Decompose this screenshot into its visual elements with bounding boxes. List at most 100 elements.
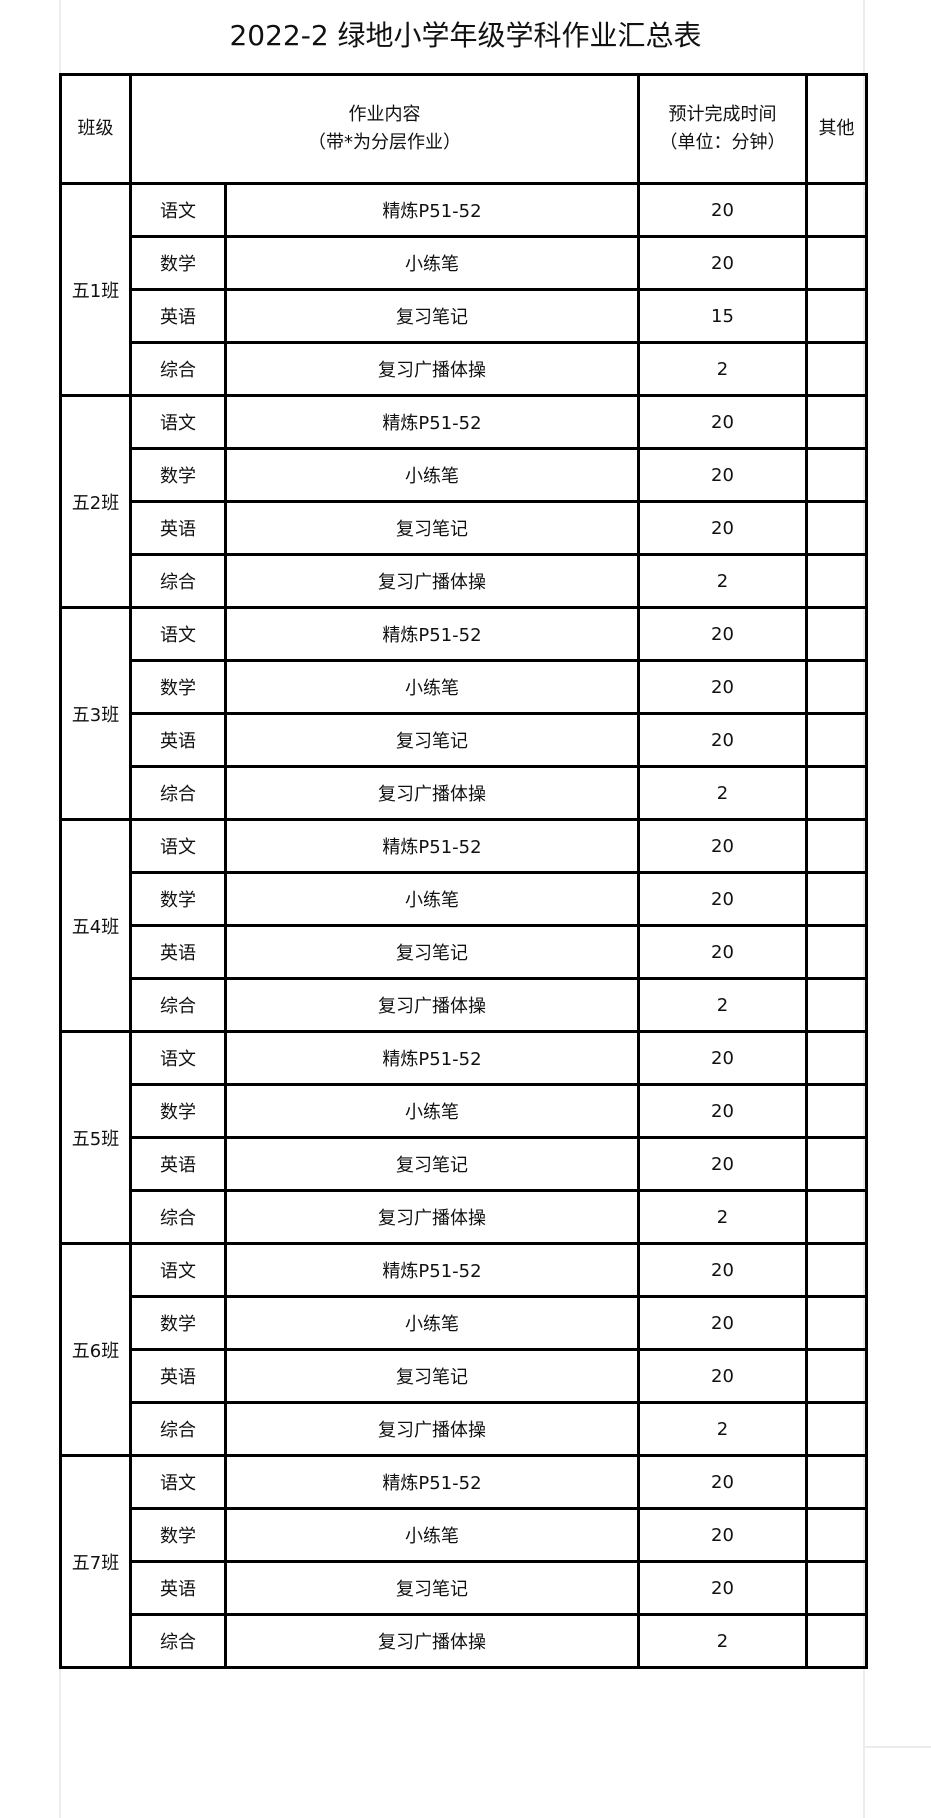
other-cell xyxy=(805,871,868,927)
subject-cell: 综合 xyxy=(129,1401,227,1457)
task-cell: 精炼P51-52 xyxy=(224,182,640,238)
task-cell: 复习广播体操 xyxy=(224,553,640,609)
other-cell xyxy=(805,1401,868,1457)
class-name: 五4班 xyxy=(59,818,132,1033)
subject-cell: 综合 xyxy=(129,765,227,821)
table-header-row: 班级 作业内容 （带*为分层作业） 预计完成时间 （单位：分钟） 其他 xyxy=(59,73,868,185)
header-content: 作业内容 （带*为分层作业） xyxy=(129,73,640,185)
task-cell: 小练笔 xyxy=(224,659,640,715)
other-cell xyxy=(805,500,868,556)
table-row: 数学 小练笔 20 xyxy=(61,1295,868,1351)
table-row: 综合 复习广播体操 2 xyxy=(61,341,868,397)
minutes-cell: 15 xyxy=(637,288,808,344)
minutes-cell: 20 xyxy=(637,1507,808,1563)
task-cell: 精炼P51-52 xyxy=(224,1454,640,1510)
table-row: 数学 小练笔 20 xyxy=(61,447,868,503)
task-cell: 复习笔记 xyxy=(224,1348,640,1404)
other-cell xyxy=(805,1083,868,1139)
other-cell xyxy=(805,659,868,715)
class-name: 五3班 xyxy=(59,606,132,821)
minutes-cell: 20 xyxy=(637,1083,808,1139)
task-cell: 精炼P51-52 xyxy=(224,1030,640,1086)
subject-cell: 数学 xyxy=(129,871,227,927)
subject-cell: 语文 xyxy=(129,1454,227,1510)
other-cell xyxy=(805,712,868,768)
task-cell: 精炼P51-52 xyxy=(224,818,640,874)
other-cell xyxy=(805,1136,868,1192)
subject-cell: 数学 xyxy=(129,1507,227,1563)
minutes-cell: 2 xyxy=(637,1189,808,1245)
subject-cell: 英语 xyxy=(129,288,227,344)
task-cell: 精炼P51-52 xyxy=(224,606,640,662)
table-row: 综合 复习广播体操 2 xyxy=(61,977,868,1033)
task-cell: 复习笔记 xyxy=(224,288,640,344)
task-cell: 复习笔记 xyxy=(224,500,640,556)
task-cell: 复习广播体操 xyxy=(224,1401,640,1457)
subject-cell: 数学 xyxy=(129,1295,227,1351)
task-cell: 复习笔记 xyxy=(224,1136,640,1192)
minutes-cell: 2 xyxy=(637,765,808,821)
subject-cell: 数学 xyxy=(129,659,227,715)
task-cell: 精炼P51-52 xyxy=(224,394,640,450)
subject-cell: 语文 xyxy=(129,394,227,450)
task-cell: 复习笔记 xyxy=(224,1560,640,1616)
table-row: 五3班 语文 精炼P51-52 20 xyxy=(59,606,868,821)
header-time: 预计完成时间 （单位：分钟） xyxy=(637,73,808,185)
table-row: 五2班 语文 精炼P51-52 20 xyxy=(59,394,868,609)
subject-cell: 英语 xyxy=(129,500,227,556)
class-name: 五2班 xyxy=(59,394,132,609)
subject-cell: 数学 xyxy=(129,447,227,503)
table-row: 综合 复习广播体操 2 xyxy=(61,1189,868,1245)
subject-cell: 英语 xyxy=(129,1560,227,1616)
other-cell xyxy=(805,1454,868,1510)
other-cell xyxy=(805,235,868,291)
header-content-line1: 作业内容 xyxy=(348,104,421,125)
table-row: 数学 小练笔 20 xyxy=(61,871,868,927)
table-row: 英语 复习笔记 20 xyxy=(61,1348,868,1404)
other-cell xyxy=(805,1030,868,1086)
task-cell: 小练笔 xyxy=(224,447,640,503)
other-cell xyxy=(805,288,868,344)
page-edge xyxy=(865,1746,931,1748)
subject-cell: 数学 xyxy=(129,1083,227,1139)
other-cell xyxy=(805,1560,868,1616)
other-cell xyxy=(805,341,868,397)
minutes-cell: 20 xyxy=(637,1454,808,1510)
table-row: 英语 复习笔记 20 xyxy=(61,1560,868,1616)
minutes-cell: 2 xyxy=(637,553,808,609)
table-row: 五1班 语文 精炼P51-52 20 xyxy=(59,182,868,397)
minutes-cell: 20 xyxy=(637,606,808,662)
minutes-cell: 2 xyxy=(637,977,808,1033)
other-cell xyxy=(805,447,868,503)
other-cell xyxy=(805,818,868,874)
task-cell: 复习笔记 xyxy=(224,924,640,980)
table-row: 五6班 语文 精炼P51-52 20 xyxy=(59,1242,868,1457)
minutes-cell: 20 xyxy=(637,1136,808,1192)
minutes-cell: 20 xyxy=(637,1560,808,1616)
table-row: 数学 小练笔 20 xyxy=(61,1507,868,1563)
table-row: 五7班 语文 精炼P51-52 20 xyxy=(59,1454,868,1669)
other-cell xyxy=(805,1295,868,1351)
subject-cell: 综合 xyxy=(129,553,227,609)
other-cell xyxy=(805,1189,868,1245)
other-cell xyxy=(805,394,868,450)
header-content-line2: （带*为分层作业） xyxy=(308,132,461,153)
minutes-cell: 20 xyxy=(637,659,808,715)
table-row: 综合 复习广播体操 2 xyxy=(61,1613,868,1669)
task-cell: 小练笔 xyxy=(224,235,640,291)
other-cell xyxy=(805,977,868,1033)
table-row: 综合 复习广播体操 2 xyxy=(61,765,868,821)
table-row: 数学 小练笔 20 xyxy=(61,1083,868,1139)
subject-cell: 综合 xyxy=(129,977,227,1033)
class-name: 五1班 xyxy=(59,182,132,397)
table-row: 英语 复习笔记 20 xyxy=(61,500,868,556)
minutes-cell: 20 xyxy=(637,394,808,450)
minutes-cell: 20 xyxy=(637,871,808,927)
table-row: 综合 复习广播体操 2 xyxy=(61,1401,868,1457)
table-row: 英语 复习笔记 20 xyxy=(61,712,868,768)
table-row: 英语 复习笔记 20 xyxy=(61,1136,868,1192)
header-other: 其他 xyxy=(805,73,868,185)
task-cell: 精炼P51-52 xyxy=(224,1242,640,1298)
table-row: 五5班 语文 精炼P51-52 20 xyxy=(59,1030,868,1245)
homework-table: 班级 作业内容 （带*为分层作业） 预计完成时间 （单位：分钟） 其他 五1班 语文精… xyxy=(59,73,868,1669)
